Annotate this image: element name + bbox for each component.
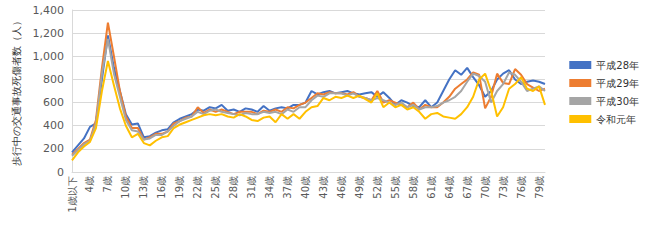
svg-text:64歳: 64歳 <box>444 176 455 199</box>
svg-text:46歳: 46歳 <box>336 176 347 199</box>
svg-text:22歳: 22歳 <box>192 176 203 199</box>
svg-text:平成30年: 平成30年 <box>596 96 639 107</box>
svg-text:令和元年: 令和元年 <box>596 114 636 125</box>
svg-text:平成28年: 平成28年 <box>596 60 639 71</box>
svg-text:16歳: 16歳 <box>156 176 167 199</box>
svg-text:1,000: 1,000 <box>33 50 65 63</box>
svg-text:79歳: 79歳 <box>534 176 545 199</box>
svg-text:13歳: 13歳 <box>138 176 149 199</box>
svg-text:7歳: 7歳 <box>102 176 113 192</box>
svg-text:58歳: 58歳 <box>408 176 419 199</box>
svg-text:34歳: 34歳 <box>264 176 275 199</box>
svg-text:31歳: 31歳 <box>246 176 257 199</box>
svg-text:800: 800 <box>43 73 64 86</box>
svg-text:歩行中の交通事故死傷者数（人）: 歩行中の交通事故死傷者数（人） <box>11 16 22 166</box>
svg-text:400: 400 <box>43 119 64 132</box>
svg-text:4歳: 4歳 <box>84 176 95 192</box>
svg-text:40歳: 40歳 <box>300 176 311 199</box>
svg-text:43歳: 43歳 <box>318 176 329 199</box>
svg-text:1,400: 1,400 <box>33 4 65 17</box>
svg-text:1,200: 1,200 <box>33 27 65 40</box>
svg-text:25歳: 25歳 <box>210 176 221 199</box>
svg-text:52歳: 52歳 <box>372 176 383 199</box>
svg-text:19歳: 19歳 <box>174 176 185 199</box>
svg-text:28歳: 28歳 <box>228 176 239 199</box>
svg-text:61歳: 61歳 <box>426 176 437 199</box>
svg-text:67歳: 67歳 <box>462 176 473 199</box>
svg-text:49歳: 49歳 <box>354 176 365 199</box>
svg-text:70歳: 70歳 <box>480 176 491 199</box>
svg-text:平成29年: 平成29年 <box>596 78 639 89</box>
svg-text:76歳: 76歳 <box>516 176 527 199</box>
svg-text:1歳以下: 1歳以下 <box>67 176 78 212</box>
svg-text:0: 0 <box>57 166 64 179</box>
svg-text:73歳: 73歳 <box>498 176 509 199</box>
svg-text:600: 600 <box>43 96 64 109</box>
svg-text:37歳: 37歳 <box>282 176 293 199</box>
svg-text:55歳: 55歳 <box>390 176 401 199</box>
svg-text:10歳: 10歳 <box>120 176 131 199</box>
svg-text:200: 200 <box>43 142 64 155</box>
